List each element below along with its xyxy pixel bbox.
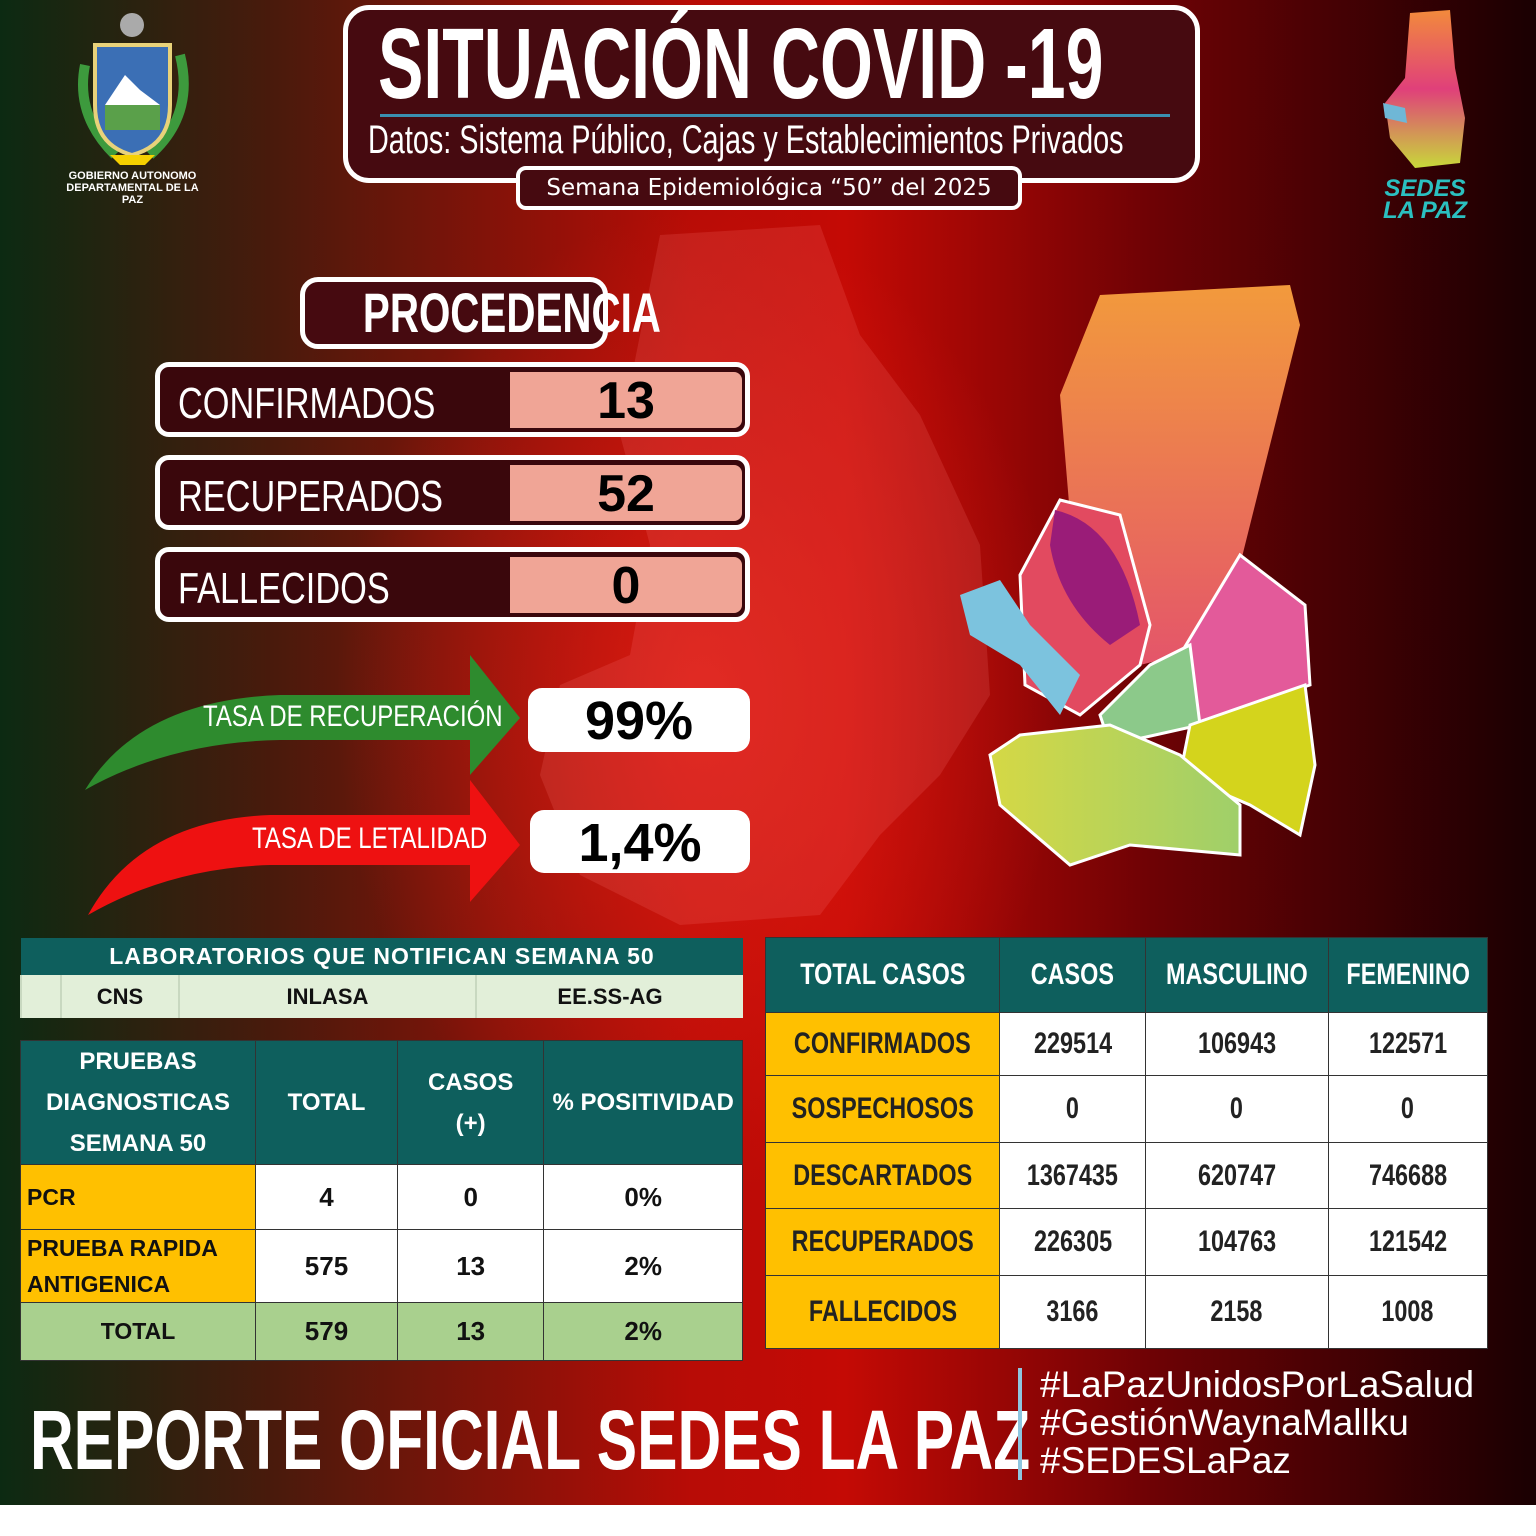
- lab-item: EE.SS-AG: [475, 975, 743, 1018]
- map-region-north: [1060, 285, 1300, 665]
- table-row: CONFIRMADOS 229514 106943 122571: [764, 1012, 1489, 1076]
- stat-value: 52: [510, 465, 742, 523]
- hashtag: #GestiónWaynaMallku: [1040, 1402, 1409, 1443]
- table-row: DESCARTADOS 1367435 620747 746688: [764, 1142, 1489, 1209]
- column-header: TOTAL: [255, 1040, 398, 1165]
- column-header: CASOS: [1031, 958, 1115, 991]
- column-header: FEMENINO: [1346, 958, 1470, 991]
- stat-confirmados: CONFIRMADOS 13: [155, 362, 750, 437]
- table-total-row: TOTAL 579 13 2%: [20, 1302, 743, 1361]
- gobernacion-logo: GOBIERNO AUTONOMO DEPARTAMENTAL DE LA PA…: [65, 5, 200, 227]
- map-region-lake: [960, 580, 1080, 715]
- map-region-center: [1098, 642, 1202, 747]
- table-row: PRUEBA RAPIDA ANTIGENICA 575 13 2%: [20, 1229, 743, 1303]
- logo-right-text: SEDES LA PAZ: [1383, 175, 1467, 224]
- column-header: MASCULINO: [1165, 958, 1308, 991]
- logo-left-text: GOBIERNO AUTONOMO DEPARTAMENTAL DE LA PA…: [66, 170, 199, 206]
- footer-divider: [1018, 1368, 1022, 1480]
- page-subtitle: Datos: Sistema Público, Cajas y Establec…: [368, 118, 1124, 162]
- stat-value: 0: [510, 557, 742, 615]
- map-region-south: [988, 723, 1242, 867]
- map-region-purple: [1050, 510, 1140, 645]
- stat-recuperados: RECUPERADOS 52: [155, 455, 750, 530]
- total-casos-table: TOTAL CASOS CASOS MASCULINO FEMENINO CON…: [764, 937, 1489, 1349]
- week-label: Semana Epidemiológica “50” del 2025: [516, 166, 1022, 210]
- hashtag: #SEDESLaPaz: [1040, 1440, 1291, 1481]
- green-arrow-icon: [85, 655, 520, 790]
- table-row: SOSPECHOSOS 0 0 0: [764, 1075, 1489, 1143]
- red-arrow-icon: [88, 780, 520, 915]
- hashtag: #LaPazUnidosPorLaSalud: [1040, 1364, 1475, 1405]
- lethality-rate-label: TASA DE LETALIDAD: [252, 822, 488, 855]
- recovery-rate-label: TASA DE RECUPERACIÓN: [203, 700, 503, 733]
- coat-of-arms-icon: [78, 13, 189, 165]
- stat-value: 13: [510, 372, 742, 430]
- page-title: SITUACIÓN COVID -19: [378, 8, 1104, 120]
- pruebas-table: PRUEBAS DIAGNOSTICAS SEMANA 50 TOTAL CAS…: [20, 1040, 743, 1361]
- recovery-rate-value: 99%: [528, 688, 750, 752]
- lethality-rate-value: 1,4%: [530, 810, 750, 873]
- lab-item: CNS: [60, 975, 179, 1018]
- rate-arrows: [85, 655, 520, 915]
- procedencia-title: PROCEDENCIA: [300, 277, 661, 349]
- table-row: RECUPERADOS 226305 104763 121542: [764, 1208, 1489, 1276]
- stat-fallecidos: FALLECIDOS 0: [155, 547, 750, 622]
- column-header: CASOS (+): [396, 1040, 545, 1165]
- la-paz-map: [960, 285, 1317, 867]
- labs-table: LABORATORIOS QUE NOTIFICAN SEMANA 50 CNS…: [20, 938, 743, 1018]
- column-header: PRUEBAS DIAGNOSTICAS SEMANA 50: [20, 1040, 256, 1165]
- footer-title: REPORTE OFICIAL SEDES LA PAZ: [30, 1393, 1031, 1487]
- column-header: % POSITIVIDAD: [543, 1040, 743, 1165]
- title-divider: [380, 114, 1170, 117]
- column-header: TOTAL CASOS: [800, 958, 966, 991]
- sedes-map-icon: [1383, 10, 1465, 168]
- table-row: FALLECIDOS 3166 2158 1008: [764, 1275, 1489, 1349]
- labs-title: LABORATORIOS QUE NOTIFICAN SEMANA 50: [109, 943, 655, 969]
- table-row: PCR 4 0 0%: [20, 1164, 743, 1230]
- lab-item: INLASA: [178, 975, 476, 1018]
- sedes-logo: SEDES LA PAZ: [1375, 8, 1475, 228]
